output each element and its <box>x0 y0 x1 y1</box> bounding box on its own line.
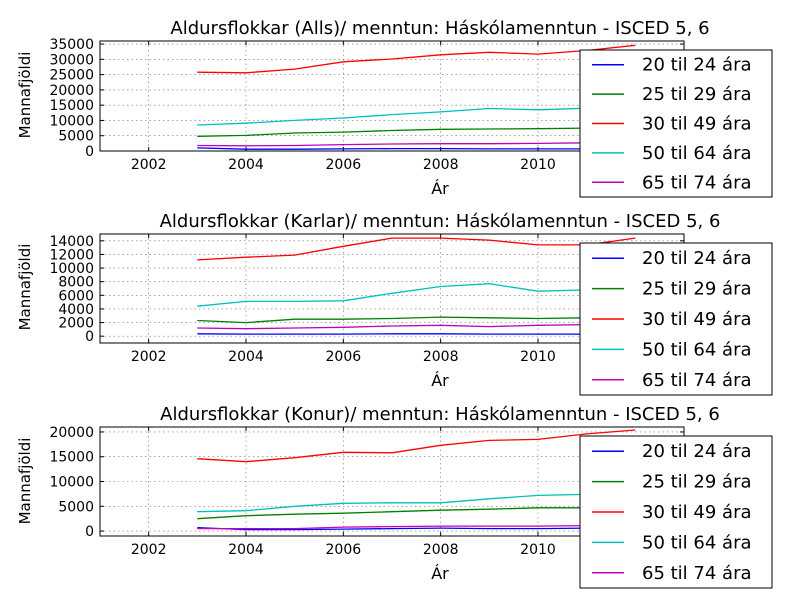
y-tick-label: 6000 <box>58 288 94 304</box>
y-tick-label: 35000 <box>49 37 94 53</box>
y-tick-label: 5000 <box>58 499 94 515</box>
x-tick-label: 2002 <box>131 157 167 173</box>
x-tick-label: 2004 <box>228 542 264 558</box>
legend-label: 25 til 29 ára <box>642 84 752 105</box>
legend-label: 65 til 74 ára <box>642 563 752 584</box>
y-tick-label: 14000 <box>49 234 94 250</box>
y-tick-label: 0 <box>85 329 94 345</box>
y-axis-label: Mannafjöldi <box>16 52 34 139</box>
legend-label: 65 til 74 ára <box>642 370 752 391</box>
x-axis-label: Ár <box>431 371 449 390</box>
legend: 20 til 24 ára 25 til 29 ára 30 til 49 ára 5… <box>580 243 772 395</box>
y-tick-label: 10000 <box>49 261 94 277</box>
x-axis-label: Ár <box>431 179 449 198</box>
x-tick-label: 2006 <box>326 157 362 173</box>
y-tick-label: 8000 <box>58 275 94 291</box>
chart-title: Aldursflokkar (Karlar)/ menntun: Háskóla… <box>160 211 721 232</box>
y-axis-label: Mannafjöldi <box>16 438 34 525</box>
legend-label: 20 til 24 ára <box>642 55 752 76</box>
y-tick-label: 10000 <box>49 113 94 129</box>
x-tick-label: 2008 <box>423 349 459 365</box>
legend-label: 30 til 49 ára <box>642 114 752 135</box>
x-tick-label: 2010 <box>520 542 556 558</box>
legend-label: 30 til 49 ára <box>642 309 752 330</box>
legend: 20 til 24 ára 25 til 29 ára 30 til 49 ára 5… <box>580 436 772 588</box>
y-tick-label: 20000 <box>49 425 94 441</box>
x-tick-label: 2010 <box>520 349 556 365</box>
legend-label: 20 til 24 ára <box>642 441 752 462</box>
legend-label: 50 til 64 ára <box>642 143 752 164</box>
x-tick-label: 2006 <box>326 349 362 365</box>
y-axis-label: Mannafjöldi <box>16 244 34 331</box>
y-tick-label: 20000 <box>49 83 94 99</box>
legend-label: 20 til 24 ára <box>642 248 752 269</box>
chart-title: Aldursflokkar (Konur)/ menntun: Háskólam… <box>160 404 720 425</box>
x-tick-label: 2008 <box>423 542 459 558</box>
y-tick-label: 15000 <box>49 450 94 466</box>
x-tick-label: 2006 <box>326 542 362 558</box>
legend-label: 50 til 64 ára <box>642 532 752 553</box>
y-tick-label: 2000 <box>58 316 94 332</box>
y-tick-label: 12000 <box>49 247 94 263</box>
x-tick-label: 2004 <box>228 157 264 173</box>
y-tick-label: 30000 <box>49 52 94 68</box>
y-tick-label: 0 <box>85 524 94 540</box>
legend-label: 50 til 64 ára <box>642 339 752 360</box>
legend-label: 25 til 29 ára <box>642 472 752 493</box>
y-tick-label: 5000 <box>58 129 94 145</box>
x-tick-label: 2002 <box>131 349 167 365</box>
x-tick-label: 2002 <box>131 542 167 558</box>
x-tick-label: 2004 <box>228 349 264 365</box>
y-tick-label: 25000 <box>49 68 94 84</box>
legend-label: 25 til 29 ára <box>642 279 752 300</box>
legend-label: 30 til 49 ára <box>642 502 752 523</box>
x-tick-label: 2008 <box>423 157 459 173</box>
chart-title: Aldursflokkar (Alls)/ menntun: Háskólame… <box>170 18 709 39</box>
y-tick-label: 0 <box>85 144 94 160</box>
legend: 20 til 24 ára 25 til 29 ára 30 til 49 ára 5… <box>580 50 772 197</box>
x-tick-label: 2010 <box>520 157 556 173</box>
y-tick-label: 10000 <box>49 475 94 491</box>
legend-label: 65 til 74 ára <box>642 172 752 193</box>
x-axis-label: Ár <box>431 564 449 583</box>
y-tick-label: 15000 <box>49 98 94 114</box>
y-tick-label: 4000 <box>58 302 94 318</box>
